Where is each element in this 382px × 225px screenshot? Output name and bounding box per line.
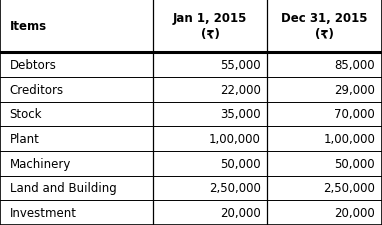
Text: Stock: Stock [10,108,42,121]
Text: Land and Building: Land and Building [10,182,116,195]
Bar [0,151,382,176]
Text: 70,000: 70,000 [334,108,375,121]
Text: 20,000: 20,000 [220,206,261,219]
Text: Dec 31, 2015
(₹): Dec 31, 2015 (₹) [282,12,368,41]
Text: 50,000: 50,000 [220,157,261,170]
Text: Debtors: Debtors [10,59,57,72]
Text: 20,000: 20,000 [334,206,375,219]
Bar [0,77,382,102]
Text: 1,00,000: 1,00,000 [323,133,375,145]
Text: Jan 1, 2015
(₹): Jan 1, 2015 (₹) [173,12,247,41]
Text: 1,00,000: 1,00,000 [209,133,261,145]
Text: 35,000: 35,000 [220,108,261,121]
Text: 29,000: 29,000 [334,83,375,96]
Text: 2,50,000: 2,50,000 [323,182,375,195]
Bar [0,102,382,127]
Bar [0,176,382,200]
Text: 85,000: 85,000 [335,59,375,72]
Bar [0,127,382,151]
Bar [0,0,382,53]
Text: Investment: Investment [10,206,76,219]
Text: 2,50,000: 2,50,000 [209,182,261,195]
Text: 55,000: 55,000 [220,59,261,72]
Text: Items: Items [10,20,47,33]
Text: Creditors: Creditors [10,83,64,96]
Text: Plant: Plant [10,133,39,145]
Text: 50,000: 50,000 [335,157,375,170]
Bar [0,53,382,77]
Text: 22,000: 22,000 [220,83,261,96]
Text: Machinery: Machinery [10,157,71,170]
Bar [0,200,382,225]
